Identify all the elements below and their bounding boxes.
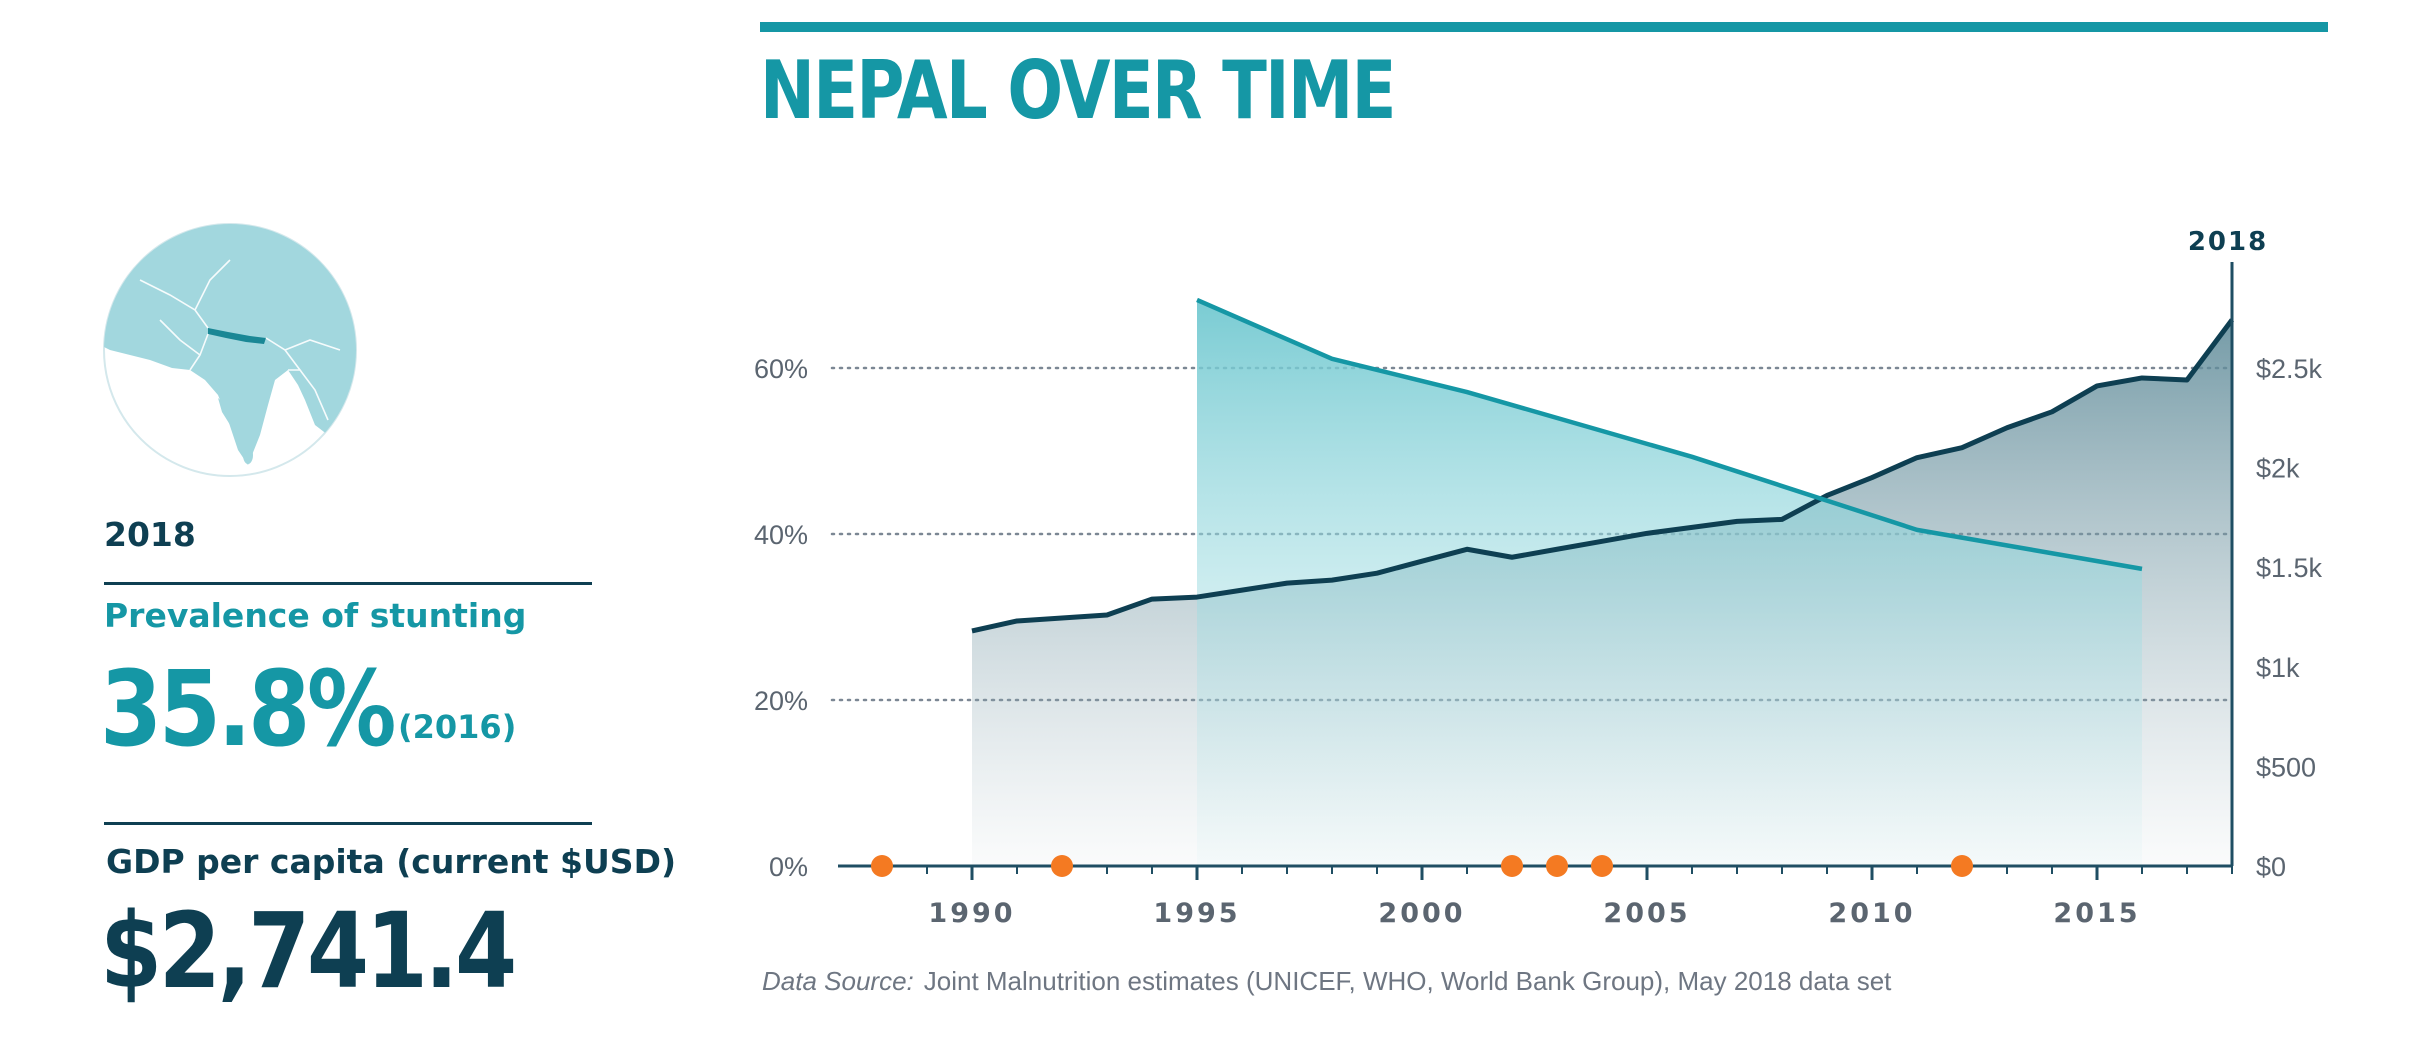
globe-map-icon	[103, 223, 357, 477]
stunting-area	[1197, 299, 2142, 866]
source-label: Data Source:	[762, 966, 914, 996]
event-marker	[1546, 855, 1568, 877]
gdp-value: $2,741.4	[100, 890, 517, 1012]
stunting-line	[1196, 297, 2143, 572]
y-left-tick-label: 60%	[754, 354, 808, 384]
y-left-tick-label: 0%	[769, 852, 808, 882]
gdp-label: GDP per capita (current $USD)	[106, 842, 677, 881]
event-marker	[1051, 855, 1073, 877]
event-marker	[1951, 855, 1973, 877]
title-accent-bar	[760, 22, 2328, 32]
current-year-label: 2018	[2188, 227, 2268, 257]
event-marker	[1501, 855, 1523, 877]
stunting-label: Prevalence of stunting	[104, 596, 527, 635]
page-title: NEPAL OVER TIME	[760, 44, 1396, 137]
y-right-tick-label: $0	[2256, 852, 2286, 882]
x-tick-label: 1995	[1153, 898, 1240, 929]
x-tick-label: 2000	[1378, 898, 1465, 929]
y-right-tick-label: $2.5k	[2256, 354, 2323, 384]
y-right-tick-label: $2k	[2256, 454, 2300, 484]
x-tick-label: 1990	[928, 898, 1015, 929]
divider	[104, 822, 592, 825]
y-right-tick-label: $1.5k	[2256, 553, 2323, 583]
sidebar-year: 2018	[104, 515, 196, 554]
event-marker	[871, 855, 893, 877]
source-text: Joint Malnutrition estimates (UNICEF, WH…	[923, 966, 1892, 996]
x-tick-label: 2005	[1603, 898, 1690, 929]
y-right-tick-label: $500	[2256, 752, 2316, 782]
y-left-tick-label: 20%	[754, 686, 808, 716]
sidebar-panel: 2018 Prevalence of stunting 35.8% (2016)…	[0, 0, 700, 1064]
x-tick-label: 2010	[1828, 898, 1915, 929]
x-tick-label: 2015	[2053, 898, 2140, 929]
data-source: Data Source: Joint Malnutrition estimates…	[762, 966, 1891, 997]
event-marker	[1591, 855, 1613, 877]
y-right-tick-label: $1k	[2256, 653, 2300, 683]
y-left-tick-label: 40%	[754, 520, 808, 550]
stunting-value: 35.8%	[100, 648, 397, 770]
stunting-year: (2016)	[398, 708, 517, 746]
divider	[104, 582, 592, 585]
